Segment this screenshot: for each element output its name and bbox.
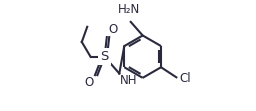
Text: Cl: Cl: [179, 72, 191, 85]
Text: NH: NH: [120, 74, 137, 87]
Text: S: S: [100, 50, 109, 63]
Text: O: O: [84, 76, 94, 89]
Text: H₂N: H₂N: [118, 3, 140, 16]
Text: O: O: [109, 23, 118, 36]
